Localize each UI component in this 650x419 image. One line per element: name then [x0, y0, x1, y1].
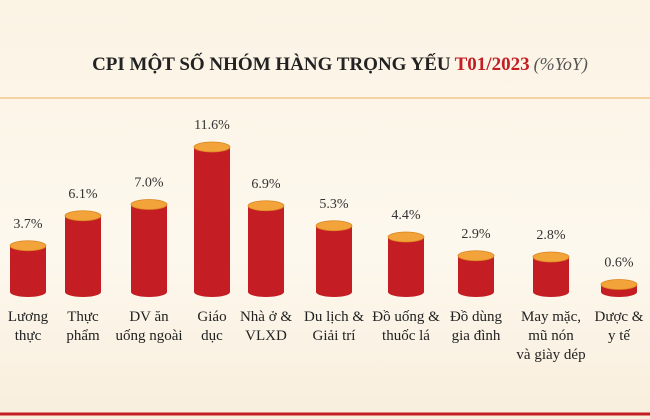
bar [194, 147, 230, 292]
title-main: CPI MỘT SỐ NHÓM HÀNG TRỌNG YẾU [92, 53, 451, 75]
bar-group [600, 279, 638, 297]
value-label: 2.8% [536, 228, 566, 243]
value-label: 6.1% [68, 187, 98, 202]
bar-top [130, 199, 168, 210]
bar [10, 245, 46, 292]
bar [131, 204, 167, 292]
bar [316, 225, 352, 292]
value-label: 11.6% [194, 118, 230, 133]
value-label: 2.9% [461, 227, 491, 242]
category-label: Đồ dùng gia đình [449, 309, 503, 344]
value-label: 7.0% [134, 176, 164, 191]
bar-top [600, 279, 638, 290]
category-label: Du lịch & Giải trí [304, 309, 364, 344]
category-label: Thực phẩm [66, 309, 100, 344]
category-label: DV ăn uống ngoài [115, 309, 183, 344]
chart-title: CPI MỘT SỐ NHÓM HÀNG TRỌNG YẾU T01/2023 … [92, 53, 588, 75]
title-period: T01/2023 [455, 54, 530, 75]
value-label: 6.9% [251, 177, 281, 192]
bar-top [64, 210, 102, 222]
bar [388, 237, 424, 292]
value-label: 0.6% [604, 256, 634, 271]
bar-top [247, 200, 285, 212]
bar-top [457, 250, 495, 262]
bar-group [457, 250, 495, 297]
category-label: Giáo dục [197, 309, 227, 344]
bar-group [193, 141, 231, 297]
bar-group [9, 240, 47, 297]
bar-group [532, 251, 570, 297]
bar-group [64, 210, 102, 297]
bar-group [315, 220, 353, 297]
category-label: May mặc, mũ nón và giày dép [516, 309, 586, 363]
value-label: 3.7% [13, 217, 43, 232]
bar-group [247, 200, 285, 297]
value-label: 4.4% [391, 208, 421, 223]
bar [533, 257, 569, 292]
category-label: Lương thực [7, 309, 49, 344]
bar-top [315, 220, 353, 232]
bar-top [387, 231, 425, 243]
bar [65, 215, 101, 292]
bar [458, 255, 494, 292]
bar-top [9, 240, 47, 252]
bar-group [387, 231, 425, 297]
value-label: 5.3% [319, 197, 349, 212]
bar-top [193, 141, 231, 153]
bar-top [532, 251, 570, 263]
category-label: Dược & y tế [594, 309, 644, 344]
bar [248, 205, 284, 292]
category-label: Đồ uống & thuốc lá [372, 309, 440, 344]
category-label: Nhà ở & VLXD [239, 309, 293, 344]
bar-group [130, 199, 168, 297]
title-unit: (%YoY) [534, 54, 588, 75]
